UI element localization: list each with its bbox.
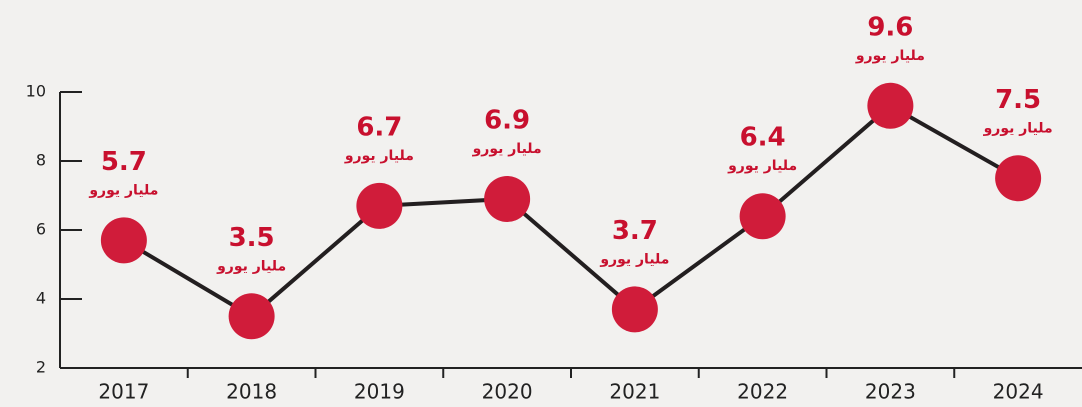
data-label: 9.6 [867,12,913,42]
x-tick-label: 2018 [226,380,277,404]
data-label: 5.7 [101,147,147,177]
unit-label: مليار يورو [599,251,669,267]
data-label: 6.7 [356,112,402,142]
point [100,217,147,264]
unit-label: مليار يورو [344,148,414,164]
x-tick-label: 2021 [609,380,660,404]
y-tick-label: 6 [36,220,46,239]
point [867,82,914,129]
data-label: 6.9 [484,105,530,135]
y-tick-label: 4 [36,289,46,308]
unit-label: مليار يورو [88,182,158,198]
point [484,175,531,222]
y-tick-label: 10 [26,82,46,101]
x-tick-label: 2019 [354,380,405,404]
point [356,182,403,229]
data-label: 6.4 [740,123,786,153]
x-tick-label: 2017 [98,380,149,404]
x-tick-label: 2023 [865,380,916,404]
data-label: 3.5 [229,223,275,253]
x-tick-label: 2020 [482,380,533,404]
x-tick-label: 2024 [993,380,1044,404]
point [995,155,1042,202]
data-label: 3.7 [612,216,658,246]
point [228,293,275,340]
unit-label: مليار يورو [472,141,542,157]
line [122,103,1020,319]
point [739,193,786,240]
x-tick-label: 2022 [737,380,788,404]
unit-label: مليار يورو [727,158,797,174]
point [611,286,658,333]
unit-label: مليار يورو [855,48,925,64]
data-label: 7.5 [995,85,1041,115]
y-tick-label: 8 [36,151,46,170]
unit-label: مليار يورو [216,258,286,274]
unit-label: مليار يورو [983,120,1053,136]
y-tick-label: 2 [36,358,46,377]
